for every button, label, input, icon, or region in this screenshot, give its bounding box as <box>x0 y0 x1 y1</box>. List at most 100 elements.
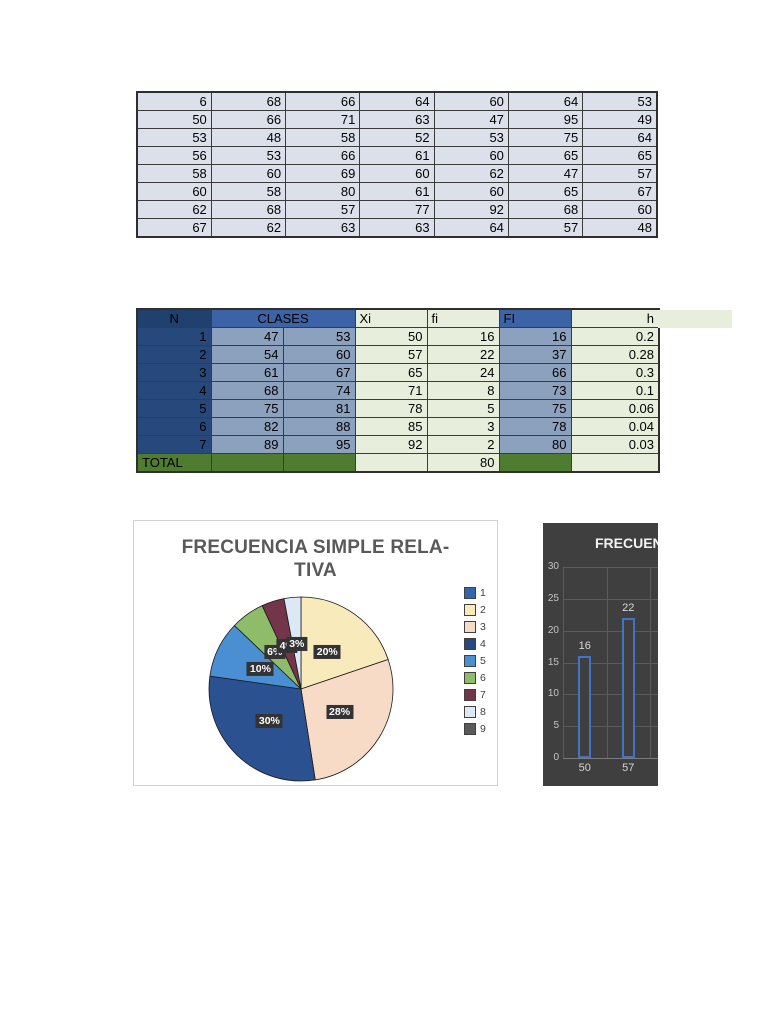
raw-data-cell: 68 <box>507 200 584 219</box>
legend-swatch <box>464 604 476 616</box>
raw-data-cell: 53 <box>136 128 212 147</box>
raw-data-cell: 58 <box>285 128 361 147</box>
cell-clase-upper: 53 <box>282 327 356 346</box>
bar-chart-title: FRECUEN <box>595 535 658 551</box>
y-axis-tick-label: 0 <box>553 752 559 763</box>
cell-clase-lower: 75 <box>210 399 284 418</box>
raw-data-cell: 47 <box>433 110 509 129</box>
raw-data-cell: 62 <box>210 218 287 238</box>
raw-data-cell: 48 <box>582 218 658 238</box>
x-axis-line <box>563 758 658 759</box>
legend-swatch <box>464 587 476 599</box>
cell-xi: 78 <box>354 399 428 418</box>
cell-fi: 5 <box>426 399 500 418</box>
total-cell <box>210 453 284 473</box>
cell-fi: 22 <box>426 345 500 364</box>
raw-data-cell: 48 <box>210 128 287 147</box>
legend-label: 5 <box>480 655 486 667</box>
total-cell <box>282 453 356 473</box>
pie-slice-3 <box>300 658 394 781</box>
pie-data-label: 20% <box>313 645 341 660</box>
legend-label: 1 <box>480 587 486 599</box>
raw-data-cell: 65 <box>507 182 584 201</box>
total-fi: 80 <box>426 453 500 473</box>
pie-slice-4 <box>208 675 316 782</box>
cell-clase-lower: 82 <box>210 417 284 436</box>
raw-data-cell: 60 <box>433 91 509 111</box>
raw-data-cell: 77 <box>359 200 435 219</box>
cell-clase-upper: 95 <box>282 435 356 454</box>
cell-clase-upper: 81 <box>282 399 356 418</box>
raw-data-cell: 67 <box>582 182 658 201</box>
legend-swatch <box>464 723 476 735</box>
header-xi: Xi <box>354 308 428 328</box>
pie-data-label: 28% <box>326 705 354 720</box>
raw-data-cell: 65 <box>507 146 584 165</box>
header-n: N <box>136 308 212 328</box>
pie-data-label: 10% <box>246 662 274 677</box>
y-axis-tick-label: 30 <box>547 561 559 572</box>
frequency-table-row: 5 75 81 78 5 75 0.06 <box>136 399 660 418</box>
raw-data-cell: 95 <box>507 110 584 129</box>
legend-item: 8 <box>464 706 486 718</box>
total-cell <box>354 453 428 473</box>
cell-clase-upper: 88 <box>282 417 356 436</box>
legend-swatch <box>464 689 476 701</box>
cell-fi-acumulada: 16 <box>498 327 572 346</box>
raw-table-row: 60 58 80 61 60 65 67 <box>136 182 658 201</box>
legend-swatch <box>464 621 476 633</box>
frequency-table-row: 4 68 74 71 8 73 0.1 <box>136 381 660 400</box>
raw-data-cell: 61 <box>359 182 435 201</box>
raw-data-cell: 60 <box>433 146 509 165</box>
raw-data-cell: 57 <box>582 164 658 183</box>
pie-chart-panel: FRECUENCIA SIMPLE RELA- TIVA 20% 28% 30% 10… <box>133 520 498 786</box>
header-fi-acumulada: FI <box>498 308 572 328</box>
raw-data-cell: 64 <box>359 91 435 111</box>
raw-data-cell: 60 <box>136 182 212 201</box>
cell-xi: 85 <box>354 417 428 436</box>
x-axis-category-label: 50 <box>578 762 591 774</box>
legend-item: 1 <box>464 587 486 599</box>
raw-data-cell: 60 <box>433 182 509 201</box>
raw-data-cell: 66 <box>210 110 287 129</box>
cell-fi: 2 <box>426 435 500 454</box>
gridline <box>563 726 658 728</box>
cell-h: 0.3 <box>570 363 660 382</box>
total-cell <box>570 453 660 473</box>
cell-clase-upper: 74 <box>282 381 356 400</box>
y-axis-tick-label: 10 <box>547 688 559 700</box>
raw-data-cell: 53 <box>582 91 658 111</box>
total-label: TOTAL <box>136 453 212 473</box>
pie-chart-title: FRECUENCIA SIMPLE RELA- TIVA <box>134 537 497 583</box>
legend-label: 7 <box>480 689 486 701</box>
cell-fi: 8 <box>426 381 500 400</box>
gridline <box>563 662 658 664</box>
frequency-table-row: 7 89 95 92 2 80 0.03 <box>136 435 660 454</box>
header-h: h <box>570 308 660 328</box>
cell-clase-upper: 60 <box>282 345 356 364</box>
cell-xi: 50 <box>354 327 428 346</box>
cell-clase-lower: 54 <box>210 345 284 364</box>
bar-value-label: 16 <box>578 640 591 653</box>
raw-data-cell: 57 <box>507 218 584 238</box>
pie-legend: 1 2 3 4 5 6 7 8 9 <box>464 587 486 735</box>
pie-data-label: 3% <box>286 637 308 652</box>
cell-xi: 57 <box>354 345 428 364</box>
bar-50 <box>578 656 592 758</box>
cell-fi-acumulada: 73 <box>498 381 572 400</box>
raw-data-cell: 63 <box>285 218 361 238</box>
cell-fi-acumulada: 37 <box>498 345 572 364</box>
raw-data-cell: 61 <box>359 146 435 165</box>
raw-data-cell: 64 <box>433 218 509 238</box>
pie-data-label: 30% <box>255 714 283 729</box>
cell-xi: 71 <box>354 381 428 400</box>
raw-data-cell: 53 <box>433 128 509 147</box>
total-row: TOTAL 80 <box>136 453 660 473</box>
legend-item: 6 <box>464 672 486 684</box>
gridline <box>563 630 658 632</box>
raw-data-cell: 60 <box>210 164 287 183</box>
frequency-table-row: 6 82 88 85 3 78 0.04 <box>136 417 660 436</box>
raw-data-cell: 60 <box>359 164 435 183</box>
raw-table-row: 50 66 71 63 47 95 49 <box>136 110 658 129</box>
